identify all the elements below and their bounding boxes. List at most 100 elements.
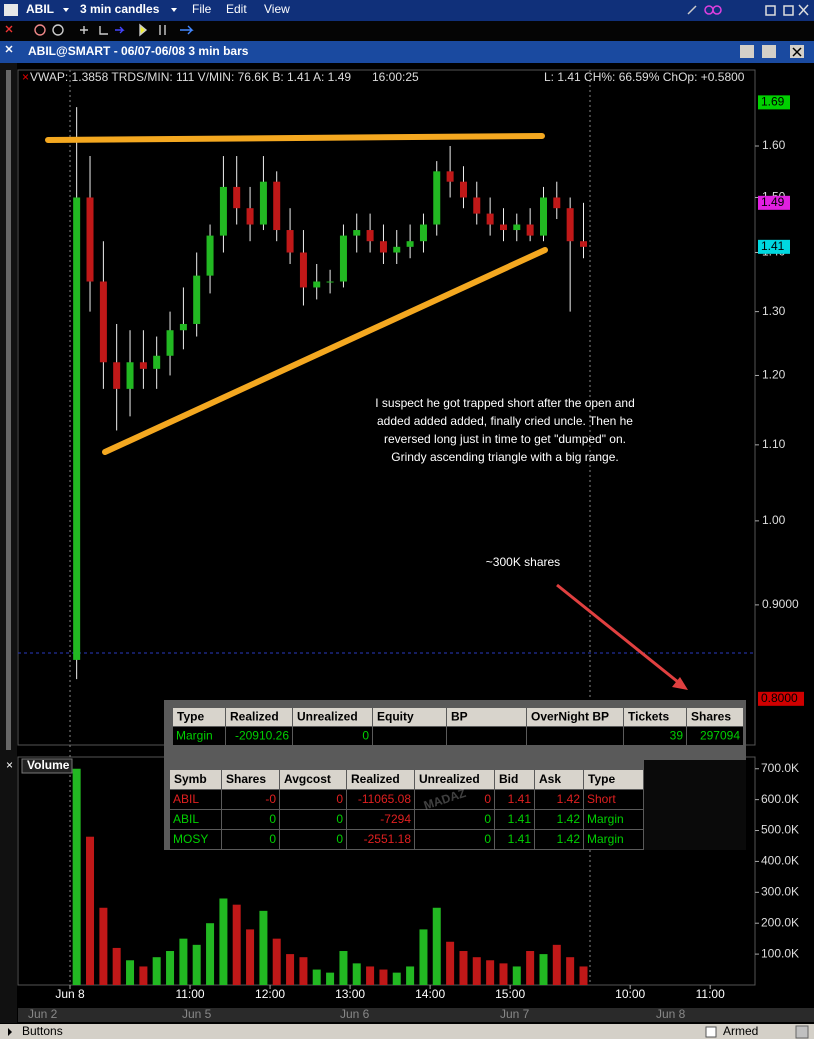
y-tick-label: 300.0K [761,884,799,898]
cell [495,790,534,809]
window-title: ABIL@SMART - 06/07-06/08 3 min bars [28,44,249,58]
candle-body [353,230,361,236]
note-line: added added added, finally cried uncle. … [377,414,633,428]
candle-body [126,362,134,389]
symbol[interactable]: ABIL [26,2,54,16]
column-header: Type [177,710,204,724]
candle-body [446,171,454,182]
cell-text: 1.42 [557,792,581,806]
volume-label-box [21,758,73,774]
status-bar [0,1024,814,1039]
menu[interactable]: File [192,2,212,16]
header-cell [373,708,446,726]
cell [535,830,583,849]
cell [170,810,221,829]
cell-text: -11065.08 [358,792,411,806]
cell-text: 0 [269,812,276,826]
candle-body [166,330,174,356]
candle-body [299,252,307,288]
tables: Type Margin Realized -20910.26 Unrealized 0 Eq… [170,708,743,849]
header-cell [624,708,686,726]
arrow [556,583,679,684]
header-cell [535,770,583,789]
volume-bar [112,947,121,985]
cell-text: MOSY [173,832,208,846]
cell [415,810,494,829]
cell-text: 0 [362,729,369,743]
column-header: Tickets [628,710,669,724]
price-tag [758,239,790,254]
volume-bar [259,910,268,985]
header-cell [447,708,526,726]
candle-body [179,323,187,331]
candle-body [393,246,401,253]
candle-body [406,241,414,247]
volume-bar [512,966,521,985]
cell-text: 1.41 [508,832,532,846]
close-x: × [22,70,29,84]
volume-bar [166,951,175,985]
volume-bar [406,966,415,985]
price-tag [758,95,790,110]
cell-text: Margin [176,729,213,743]
volume-bar [86,836,95,985]
x-tick-label: Jun 8 [55,987,85,1001]
x-tick-label: 12:00 [255,987,285,1001]
header-cell [222,770,279,789]
cell [222,810,279,829]
candle-body [513,224,521,231]
volume-bar [339,951,348,985]
bar-size[interactable]: 3 min candles [80,2,160,16]
volume-bar [312,969,321,985]
header-cell [415,770,494,789]
cell-text: Margin [587,832,624,846]
cell [584,830,643,849]
tool-icons [5,23,194,37]
candle-body [73,197,81,660]
volume-bar [126,960,135,985]
y-tick-label: 1.20 [762,368,786,382]
volume-bar [566,957,575,985]
candle-body [566,208,574,242]
column-header: Equity [377,710,414,724]
buttons-label[interactable]: Buttons [22,1024,63,1038]
candle-body [499,224,507,231]
window-title-bar [0,41,814,63]
volume-bar [446,941,455,985]
y-tick-label: 1.10 [762,437,786,451]
cell-text: Short [587,792,616,806]
header-cell [687,708,743,726]
header-cell [170,770,221,789]
volume-bar [352,963,361,985]
cell [535,810,583,829]
cell [170,790,221,809]
navigator [18,1008,814,1022]
navigator-date: Jun 6 [340,1007,370,1021]
armed-checkbox[interactable] [705,1026,717,1038]
x-tick-label: 11:00 [696,987,725,1001]
cell [173,727,225,745]
close-button[interactable] [795,1025,809,1039]
cell-text: 39 [670,729,684,743]
arrow-head [672,677,688,690]
volume-bar [379,969,388,985]
candle-body [339,235,347,282]
cell [280,810,346,829]
header-cell [280,770,346,789]
y-tick-label: 500.0K [761,823,799,837]
y-tick-label: 1.30 [762,304,786,318]
candle-body [219,186,227,236]
volume-bar [192,944,201,985]
window-buttons [687,4,809,16]
column-header: Shares [226,772,266,786]
column-header: Ask [539,772,561,786]
cell-text: ABIL [173,812,199,826]
resistance-line [45,133,545,143]
menu[interactable]: Edit [226,2,247,16]
price-tag-label: 1.69 [761,95,785,109]
y-tick-label: 200.0K [761,915,799,929]
cell [584,790,643,809]
menu[interactable]: View [264,2,290,16]
volume-bar [432,907,441,985]
